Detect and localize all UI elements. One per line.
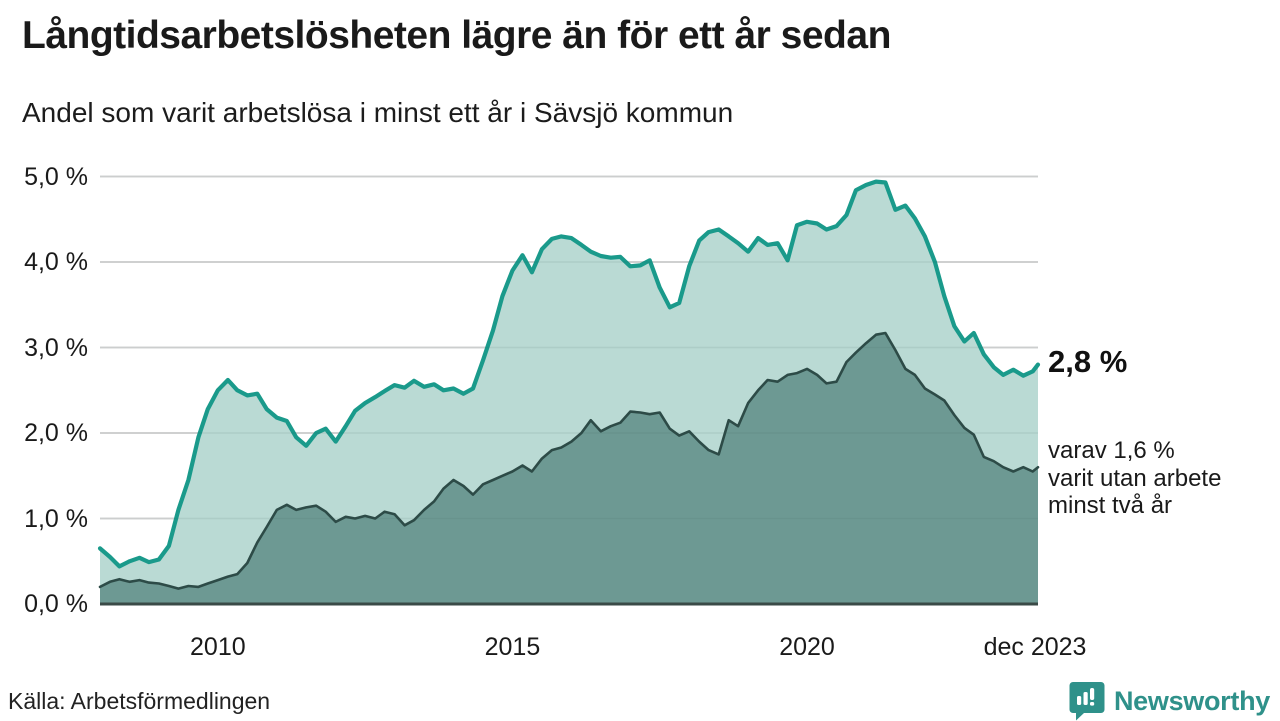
end-note-line3: minst två år	[1048, 492, 1173, 519]
end-note-annotation: varav 1,6 % varit utan arbete minst två …	[1048, 437, 1221, 520]
source-credit: Källa: Arbetsförmedlingen	[8, 688, 271, 714]
x-tick-label: 2020	[779, 633, 835, 661]
newsworthy-brand: Newsworthy	[1069, 682, 1270, 721]
newsworthy-brand-name: Newsworthy	[1113, 685, 1270, 716]
y-tick-label: 5,0 %	[24, 162, 88, 191]
newsworthy-logo-icon	[1069, 682, 1105, 721]
x-tick-label: 2010	[190, 633, 246, 661]
y-tick-label: 4,0 %	[24, 248, 88, 276]
page-title: Långtidsarbetslösheten lägre än för ett …	[22, 14, 891, 57]
end-value-label: 2,8 %	[1048, 344, 1128, 379]
y-tick-label: 2,0 %	[24, 419, 88, 447]
page-subtitle: Andel som varit arbetslösa i minst ett å…	[22, 97, 734, 128]
y-tick-label: 1,0 %	[24, 504, 88, 533]
y-tick-label: 0,0 %	[24, 590, 88, 618]
end-note-line1: varav 1,6 %	[1048, 437, 1175, 464]
y-tick-label: 3,0 %	[24, 333, 88, 362]
end-note-line2: varit utan arbete	[1048, 464, 1222, 492]
x-tick-label: 2015	[484, 633, 541, 661]
x-tick-label: dec 2023	[983, 633, 1087, 661]
